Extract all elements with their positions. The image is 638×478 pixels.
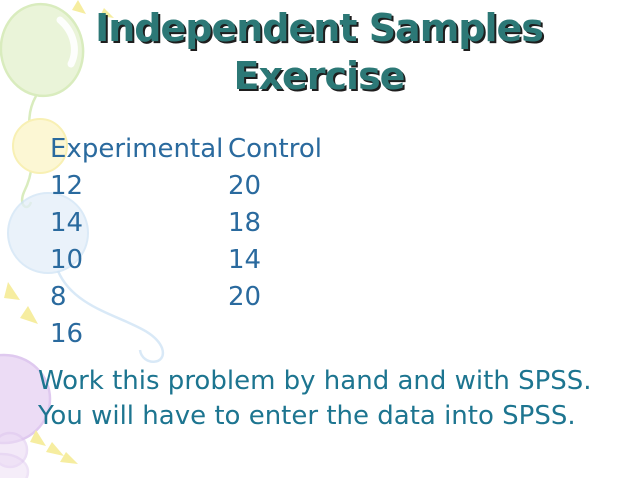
sparkle-icons xyxy=(4,0,114,464)
table-cell-experimental: 14 xyxy=(50,208,84,238)
footer-line-2: You will have to enter the data into SPS… xyxy=(38,401,576,431)
footer-text: Work this problem by hand and with SPSS.… xyxy=(38,364,592,434)
table-cell-control xyxy=(228,316,288,353)
data-table: Experimental Control 12 20 14 18 10 14 8… xyxy=(50,131,322,353)
table-cell-control: 20 xyxy=(228,171,262,201)
table-cell-experimental: 16 xyxy=(50,319,84,349)
table-cell-control: 20 xyxy=(228,282,262,312)
table-row: 10 14 xyxy=(50,242,322,279)
table-cell-experimental: 12 xyxy=(50,171,84,201)
green-balloon-icon xyxy=(0,2,85,209)
table-row: 12 20 xyxy=(50,168,322,205)
yellow-balloon-icon xyxy=(12,118,68,174)
table-header-row: Experimental Control xyxy=(50,131,322,168)
table-cell-experimental: 8 xyxy=(50,282,67,312)
slide-title: Independent Samples Exercise xyxy=(0,4,638,100)
title-line-2: Exercise xyxy=(233,54,406,98)
table-row: 14 18 xyxy=(50,205,322,242)
column-header-control: Control xyxy=(228,134,322,164)
column-header-experimental: Experimental xyxy=(50,134,224,164)
table-cell-experimental: 10 xyxy=(50,245,84,275)
title-line-1: Independent Samples xyxy=(95,6,544,50)
purple-balloon-icon xyxy=(0,353,52,478)
table-cell-control: 14 xyxy=(228,245,262,275)
blue-balloon-icon xyxy=(7,192,165,363)
table-cell-control: 18 xyxy=(228,208,262,238)
footer-line-1: Work this problem by hand and with SPSS. xyxy=(38,366,592,396)
table-row: 8 20 xyxy=(50,279,322,316)
table-row: 16 xyxy=(50,316,322,353)
